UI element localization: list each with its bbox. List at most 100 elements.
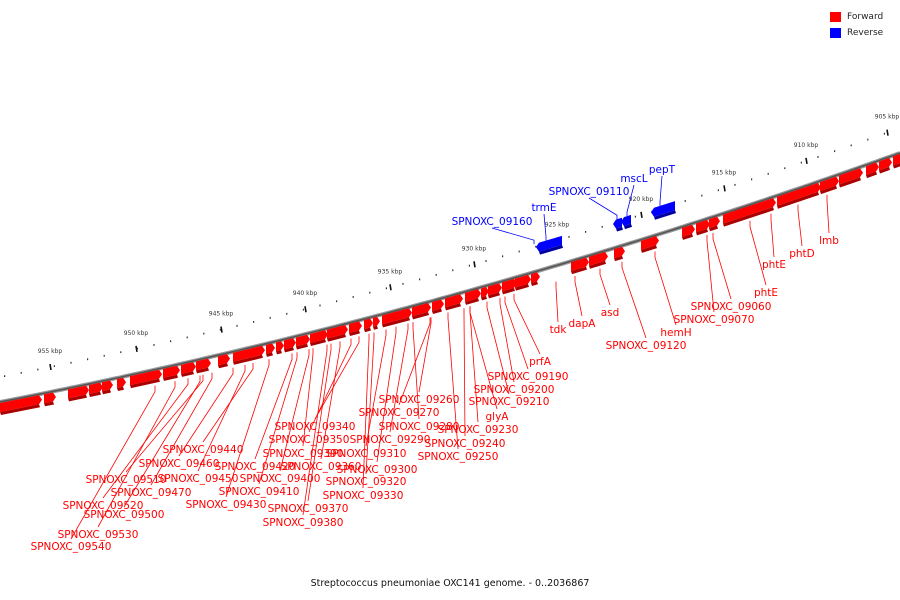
gene-shadow: [879, 166, 890, 174]
minor-tick: [286, 312, 288, 315]
gene-shadow: [196, 367, 209, 374]
forward-gene-label: SPNOXC_09390: [263, 448, 344, 460]
gene-shadow: [481, 295, 487, 301]
minor-tick: [385, 287, 387, 290]
forward-leader: [150, 372, 213, 486]
gene-shadow: [777, 191, 819, 209]
forward-leader: [770, 213, 775, 258]
forward-gene-label: glyA: [486, 411, 510, 423]
forward-leader: [102, 378, 189, 499]
forward-leader: [574, 275, 583, 317]
reverse-leader: [626, 184, 635, 217]
forward-gene-label: SPNOXC_09450: [158, 473, 239, 485]
tick-label: 940 kbp: [293, 290, 318, 297]
gene-shadow: [893, 163, 900, 169]
forward-leader: [712, 232, 732, 300]
gene-shadow: [89, 391, 101, 397]
forward-leader: [279, 349, 310, 472]
major-tick: [640, 211, 643, 218]
gene-shadow: [117, 386, 124, 391]
forward-gene-label: SPNOXC_09070: [674, 314, 755, 326]
gene-shadow: [233, 354, 263, 365]
forward-gene-label: SPNOXC_09380: [263, 517, 344, 529]
gene-shadow: [445, 303, 461, 311]
forward-gene-label: SPNOXC_09250: [418, 451, 499, 463]
forward-gene: [879, 157, 892, 171]
legend-forward: Forward: [830, 9, 892, 25]
forward-leader: [398, 317, 431, 406]
forward-leader: [389, 323, 409, 433]
forward-leader: [308, 338, 352, 433]
gene-shadow: [0, 404, 40, 415]
forward-leader: [225, 359, 270, 498]
forward-gene: [284, 338, 296, 350]
label-leader-lines: [70, 175, 830, 540]
forward-leader: [749, 220, 767, 286]
forward-gene: [893, 154, 900, 166]
forward-gene-label: SPNOXC_09420: [215, 461, 296, 473]
gene-shadow: [412, 312, 429, 320]
forward-swatch: [830, 12, 841, 22]
gene-shadow: [641, 245, 657, 253]
forward-gene: [839, 168, 863, 185]
forward-leader: [365, 332, 375, 475]
forward-gene-label: SPNOXC_09320: [326, 476, 407, 488]
forward-gene: [709, 216, 720, 229]
legend: Forward Reverse: [830, 9, 892, 41]
tick-label: 905 kbp: [875, 114, 900, 121]
forward-gene-label: SPNOXC_09290: [350, 434, 431, 446]
forward-gene-label: SPNOXC_09340: [275, 421, 356, 433]
forward-gene-label: phtE: [754, 287, 778, 299]
gene-shadow: [181, 371, 194, 377]
minor-tick: [269, 316, 271, 319]
forward-gene-label: lmb: [819, 235, 839, 247]
minor-tick: [767, 172, 769, 175]
reverse-leader: [659, 175, 663, 206]
forward-gene-label: SPNOXC_09200: [474, 384, 555, 396]
forward-leader: [202, 362, 254, 443]
backbone-line: [0, 152, 900, 403]
forward-gene: [102, 380, 113, 392]
forward-leader: [125, 374, 204, 473]
forward-gene-label: SPNOXC_09470: [111, 487, 192, 499]
major-tick: [473, 261, 476, 268]
gene-shadow: [571, 266, 587, 275]
forward-leader: [258, 352, 298, 485]
minor-tick: [751, 178, 753, 181]
minor-tick: [717, 189, 719, 192]
forward-gene: [163, 365, 180, 378]
minor-tick: [834, 150, 836, 153]
forward-gene: [44, 392, 56, 404]
forward-gene: [682, 224, 695, 237]
forward-leader: [463, 308, 466, 437]
backbone-shadow: [0, 151, 900, 404]
forward-gene: [515, 274, 531, 288]
forward-gene: [266, 343, 275, 354]
forward-gene: [488, 283, 502, 296]
major-tick: [389, 284, 392, 291]
minor-tick: [219, 328, 221, 331]
minor-tick: [502, 255, 504, 258]
forward-leader: [123, 375, 201, 508]
forward-gene-label: SPNOXC_09230: [438, 424, 519, 436]
minor-tick: [136, 347, 138, 350]
forward-leader: [376, 326, 397, 463]
reverse-swatch: [830, 28, 841, 38]
forward-leader: [254, 353, 293, 460]
minor-tick: [883, 132, 885, 135]
forward-gene-label: asd: [601, 307, 620, 319]
gene-shadow: [266, 352, 273, 357]
forward-leader: [197, 364, 246, 472]
forward-gene-label: SPNOXC_09510: [86, 474, 167, 486]
gene-shadow: [488, 292, 500, 299]
forward-gene-label: SPNOXC_09330: [323, 490, 404, 502]
forward-gene-label: SPNOXC_09300: [337, 464, 418, 476]
minor-tick: [352, 296, 354, 298]
forward-gene: [614, 246, 625, 259]
forward-gene-label: SPNOXC_09430: [186, 499, 267, 511]
forward-gene: [233, 345, 265, 362]
forward-gene: [196, 358, 211, 371]
forward-gene-label: phtE: [762, 259, 786, 271]
forward-leader: [302, 348, 314, 447]
